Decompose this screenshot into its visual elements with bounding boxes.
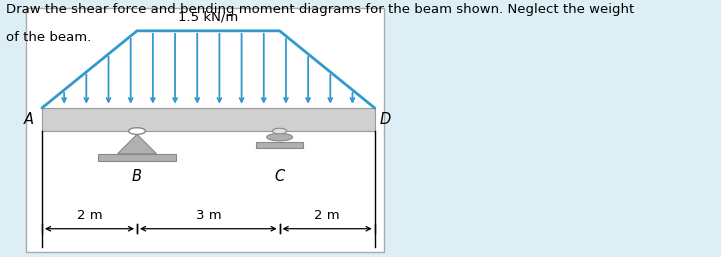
Circle shape	[273, 128, 287, 134]
Text: 3 m: 3 m	[195, 209, 221, 222]
Text: C: C	[275, 169, 285, 183]
Bar	[98, 154, 176, 161]
Bar	[26, 8, 384, 252]
Text: 1.5 kN/m: 1.5 kN/m	[178, 10, 239, 23]
Circle shape	[128, 128, 146, 134]
Bar	[42, 108, 375, 131]
Text: D: D	[380, 112, 391, 127]
Bar	[257, 142, 303, 148]
Text: A: A	[25, 112, 34, 127]
Text: 2 m: 2 m	[76, 209, 102, 222]
Text: of the beam.: of the beam.	[6, 31, 92, 44]
Text: 2 m: 2 m	[314, 209, 340, 222]
Text: B: B	[132, 169, 142, 183]
Text: Draw the shear force and bending moment diagrams for the beam shown. Neglect the: Draw the shear force and bending moment …	[6, 3, 634, 16]
Polygon shape	[118, 134, 156, 154]
Ellipse shape	[267, 133, 293, 141]
